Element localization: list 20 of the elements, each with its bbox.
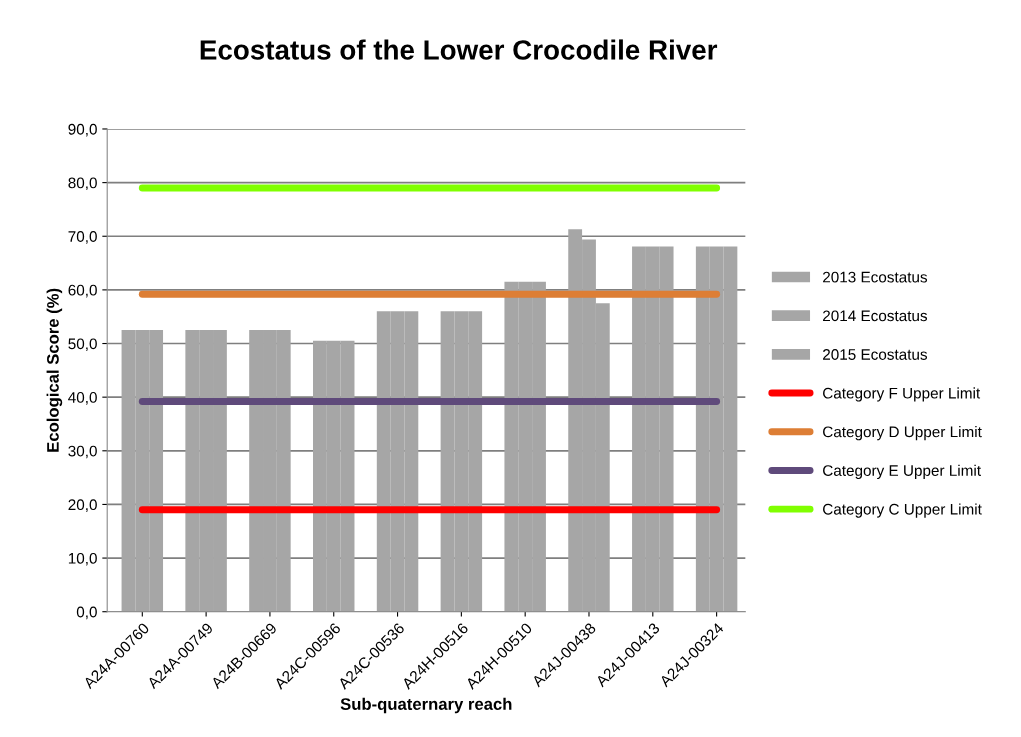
y-tick-label: 60,0 [68, 284, 97, 298]
legend-label: Category D Upper Limit [823, 426, 982, 441]
legend-label: Category C Upper Limit [823, 503, 982, 518]
y-tick-label: 10,0 [68, 552, 97, 566]
legend-label: 2013 Ecostatus [823, 271, 928, 283]
legend-label: Category F Upper Limit [823, 387, 981, 402]
y-tick-label: 70,0 [68, 231, 97, 244]
legend-label: Category E Upper Limit [823, 464, 981, 479]
y-tick-label: 30,0 [68, 445, 97, 459]
chart-title: Ecostatus of the Lower Crocodile River [200, 39, 718, 60]
x-axis-title: Sub-quaternary reach [340, 697, 512, 714]
y-tick-label: 50,0 [68, 338, 97, 352]
y-tick-label: 40,0 [68, 392, 97, 405]
y-axis-title: Ecological Score (%) [46, 288, 63, 452]
y-tick-label: 0,0 [76, 606, 97, 620]
y-tick-label: 80,0 [68, 177, 97, 191]
y-tick-label: 20,0 [68, 499, 97, 512]
legend-label: 2014 Ecostatus [823, 310, 928, 322]
legend-label: 2015 Ecostatus [823, 349, 928, 360]
y-tick-label: 90,0 [68, 123, 97, 137]
